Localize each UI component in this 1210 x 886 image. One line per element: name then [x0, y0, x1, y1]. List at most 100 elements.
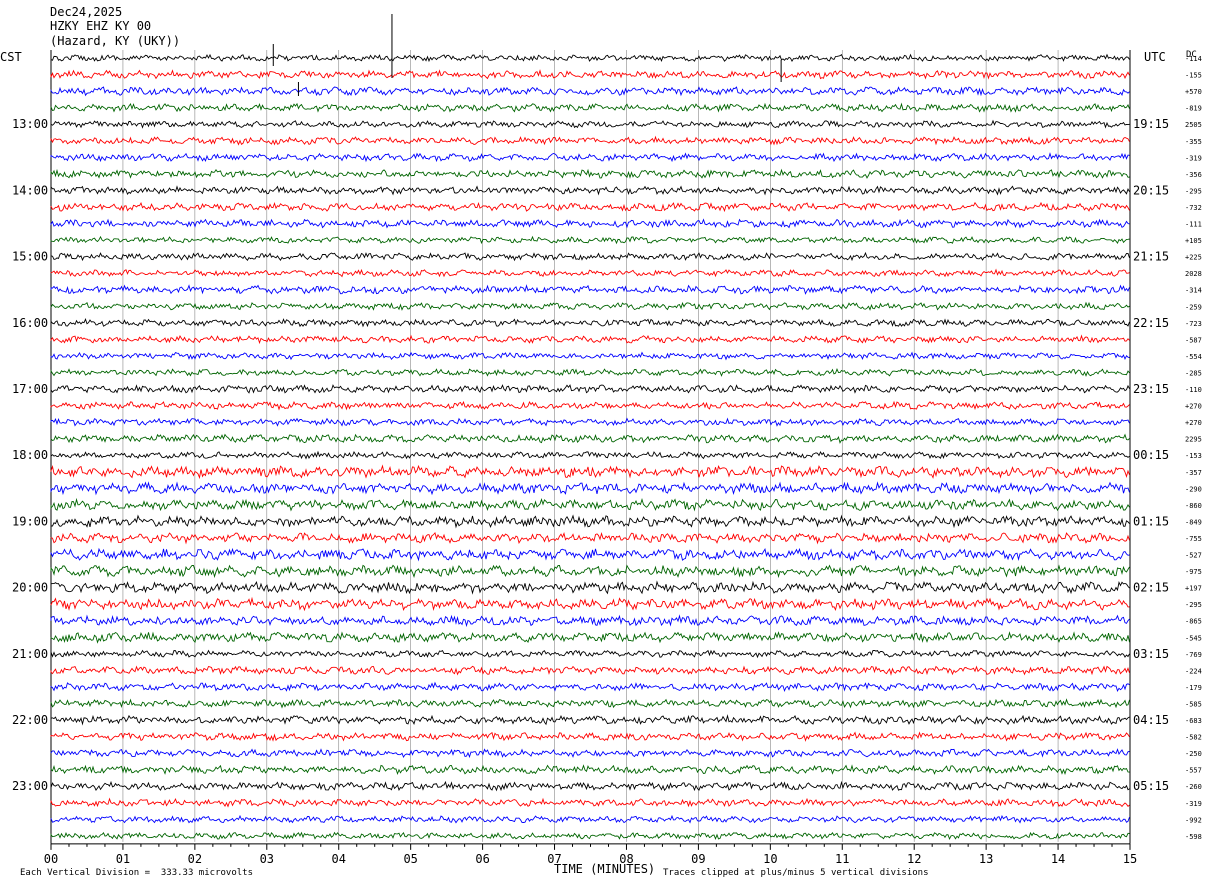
dc-offset-label: -319 [1185, 154, 1202, 162]
x-tick-label: 01 [116, 852, 130, 866]
seismic-trace [50, 580, 1130, 595]
dc-offset-label: -295 [1185, 187, 1202, 195]
dc-offset-label: -357 [1185, 469, 1202, 477]
dc-offset-label: -153 [1185, 452, 1202, 460]
record-date: Dec24,2025 [50, 5, 123, 19]
x-axis-title: TIME (MINUTES) [554, 862, 656, 876]
right-hour-label: 00:15 [1133, 448, 1169, 462]
right-timezone-label: UTC [1144, 50, 1166, 64]
seismic-trace [50, 235, 1130, 245]
dc-offset-label: +270 [1185, 403, 1202, 411]
left-timezone-label: CST [0, 50, 22, 64]
seismic-trace [50, 284, 1130, 295]
dc-offset-label: -755 [1185, 535, 1202, 543]
dc-offset-label: -723 [1185, 320, 1202, 328]
dc-offset-label: -355 [1185, 138, 1202, 146]
dc-offset-label: -527 [1185, 552, 1202, 560]
seismic-trace [50, 384, 1130, 394]
right-hour-label: 05:15 [1133, 779, 1169, 793]
dc-offset-label: 2028 [1185, 270, 1202, 278]
right-hour-label: 20:15 [1133, 183, 1169, 197]
dc-offset-label: -819 [1185, 105, 1202, 113]
x-tick-label: 12 [907, 852, 921, 866]
right-hour-label: 23:15 [1133, 382, 1169, 396]
dc-offset-label: -582 [1185, 734, 1202, 742]
left-hour-label: 23:00 [12, 779, 48, 793]
dc-offset-label: -975 [1185, 568, 1202, 576]
seismic-trace [50, 780, 1130, 792]
x-tick-label: 06 [475, 852, 489, 866]
dc-offset-label: 2505 [1185, 121, 1202, 129]
seismic-trace [50, 514, 1130, 529]
seismic-trace [50, 400, 1130, 411]
right-hour-label: 21:15 [1133, 250, 1169, 264]
seismic-trace [50, 681, 1130, 693]
seismic-trace [50, 731, 1130, 742]
station-location: (Hazard, KY (UKY)) [50, 34, 181, 48]
seismic-trace [50, 433, 1130, 444]
seismic-trace [50, 69, 1130, 80]
seismic-trace [50, 831, 1130, 841]
seismic-trace [50, 614, 1130, 628]
x-tick-label: 10 [763, 852, 777, 866]
seismic-trace [50, 53, 1130, 63]
seismic-trace [50, 201, 1130, 213]
seismic-trace [50, 665, 1130, 676]
x-tick-label: 02 [188, 852, 202, 866]
seismic-trace [50, 251, 1130, 262]
dc-offset-label: +105 [1185, 237, 1202, 245]
seismic-trace [50, 368, 1130, 377]
x-tick-label: 03 [260, 852, 274, 866]
x-tick-label: 15 [1123, 852, 1137, 866]
dc-offset-label: +270 [1185, 419, 1202, 427]
x-tick-label: 14 [1051, 852, 1065, 866]
seismic-trace [50, 596, 1130, 612]
seismic-trace [50, 748, 1130, 759]
dc-offset-label: -179 [1185, 684, 1202, 692]
seismic-trace [50, 464, 1130, 480]
dc-offset-label: -259 [1185, 303, 1202, 311]
dc-offset-label: -290 [1185, 485, 1202, 493]
seismic-trace [50, 351, 1130, 361]
dc-offset-label: -356 [1185, 171, 1202, 179]
dc-offset-label: -110 [1185, 386, 1202, 394]
left-hour-label: 17:00 [12, 382, 48, 396]
x-tick-label: 04 [332, 852, 346, 866]
dc-offset-label: -860 [1185, 502, 1202, 510]
dc-offset-label: -250 [1185, 750, 1202, 758]
station-code: HZKY EHZ KY 00 [50, 19, 152, 33]
left-hour-label: 15:00 [12, 250, 48, 264]
seismic-trace [50, 417, 1130, 427]
dc-offset-label: -849 [1185, 518, 1202, 526]
dc-offset-label: -598 [1185, 833, 1202, 841]
seismic-trace [50, 301, 1130, 311]
seismic-trace [50, 631, 1130, 644]
x-tick-label: 05 [403, 852, 417, 866]
seismic-trace [50, 797, 1130, 808]
right-hour-label: 02:15 [1133, 581, 1169, 595]
seismic-trace [50, 334, 1130, 345]
x-tick-label: 13 [979, 852, 993, 866]
x-tick-label: 07 [547, 852, 561, 866]
dc-offset-label: -557 [1185, 767, 1202, 775]
left-hour-label: 18:00 [12, 448, 48, 462]
left-hour-label: 21:00 [12, 647, 48, 661]
seismic-trace [50, 86, 1130, 97]
seismic-trace [50, 764, 1130, 776]
left-hour-label: 22:00 [12, 713, 48, 727]
seismic-trace [50, 119, 1130, 129]
x-tick-label: 08 [619, 852, 633, 866]
seismic-trace [50, 649, 1130, 659]
right-hour-label: 01:15 [1133, 514, 1169, 528]
dc-offset-label: -155 [1185, 72, 1202, 80]
dc-offset-label: +570 [1185, 88, 1202, 96]
dc-offset-label: +225 [1185, 254, 1202, 262]
clip-note: Traces clipped at plus/minus 5 vertical … [663, 868, 929, 878]
dc-offset-label: -224 [1185, 667, 1202, 675]
right-hour-label: 19:15 [1133, 117, 1169, 131]
x-tick-label: 09 [691, 852, 705, 866]
seismic-trace [50, 814, 1130, 824]
dc-offset-label: -319 [1185, 800, 1202, 808]
dc-offset-label: -285 [1185, 369, 1202, 377]
seismic-trace [50, 564, 1130, 579]
